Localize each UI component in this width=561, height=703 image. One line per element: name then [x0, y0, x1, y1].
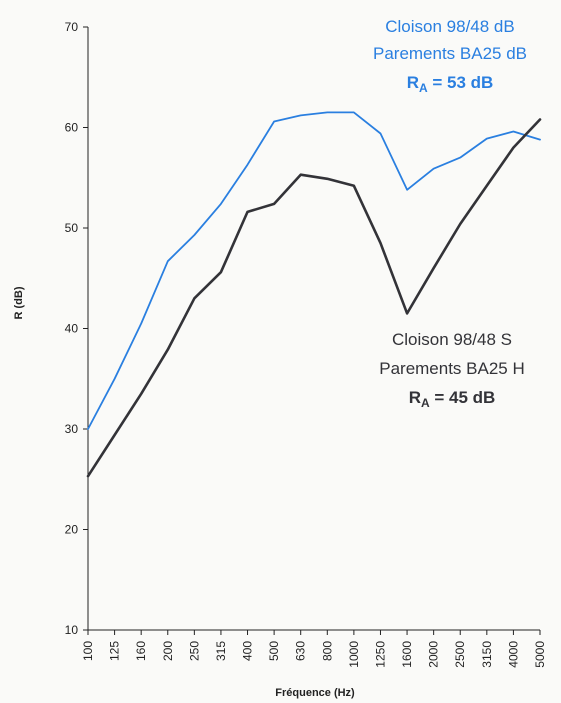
x-tick-label: 3150 [480, 641, 494, 668]
x-tick-label: 630 [294, 641, 308, 661]
x-tick-label: 1000 [347, 641, 361, 668]
blue-annotation-ra: RA = 53 dB [407, 73, 494, 95]
dark-ra-value: = 45 dB [430, 388, 496, 407]
blue-series-annotation: Cloison 98/48 dB Parements BA25 dB RA = … [373, 17, 527, 95]
dark-annotation-ra: RA = 45 dB [409, 388, 496, 410]
series-line-blue [87, 111, 541, 430]
x-tick-label: 1250 [373, 641, 387, 668]
x-tick-label: 800 [320, 641, 334, 661]
dark-series-annotation: Cloison 98/48 S Parements BA25 H RA = 45… [379, 330, 525, 410]
y-axis-title: R (dB) [13, 286, 25, 319]
y-tick-label: 60 [65, 121, 79, 135]
x-tick-label: 4000 [506, 641, 520, 668]
x-tick-label: 160 [134, 641, 148, 661]
x-tick-label: 100 [81, 641, 95, 661]
dark-annotation-line2: Parements BA25 H [379, 359, 525, 378]
y-tick-label: 20 [65, 523, 79, 537]
x-axis-title: Fréquence (Hz) [275, 687, 355, 699]
blue-ra-value: = 53 dB [428, 73, 494, 92]
axes: 10 20 30 40 50 60 70 100 125 160 200 250 315 400 500 6… [65, 20, 547, 668]
y-ticks: 10 20 30 40 50 60 70 [65, 20, 88, 637]
x-tick-label: 400 [241, 641, 255, 661]
x-tick-label: 2000 [427, 641, 441, 668]
blue-annotation-line1: Cloison 98/48 dB [385, 17, 514, 36]
x-tick-label: 250 [187, 641, 201, 661]
y-tick-label: 10 [65, 623, 79, 637]
x-tick-label: 1600 [400, 641, 414, 668]
dark-annotation-line1: Cloison 98/48 S [392, 330, 512, 349]
blue-ra-symbol: R [407, 73, 419, 92]
y-tick-label: 30 [65, 422, 79, 436]
x-tick-label: 200 [161, 641, 175, 661]
x-tick-label: 5000 [533, 641, 547, 668]
y-tick-label: 70 [65, 20, 79, 34]
x-tick-label: 500 [267, 641, 281, 661]
y-tick-label: 50 [65, 221, 79, 235]
blue-annotation-line2: Parements BA25 dB [373, 44, 527, 63]
x-tick-label: 315 [214, 641, 228, 661]
series-layer [86, 111, 542, 478]
series-line-dark [86, 118, 542, 478]
x-tick-label: 125 [108, 641, 122, 661]
x-ticks: 100 125 160 200 250 315 400 500 630 800 1000 1250 16… [81, 630, 547, 668]
dark-ra-subscript: A [421, 396, 430, 410]
y-tick-label: 40 [65, 322, 79, 336]
dark-ra-symbol: R [409, 388, 421, 407]
blue-ra-subscript: A [419, 81, 428, 95]
x-tick-label: 2500 [453, 641, 467, 668]
